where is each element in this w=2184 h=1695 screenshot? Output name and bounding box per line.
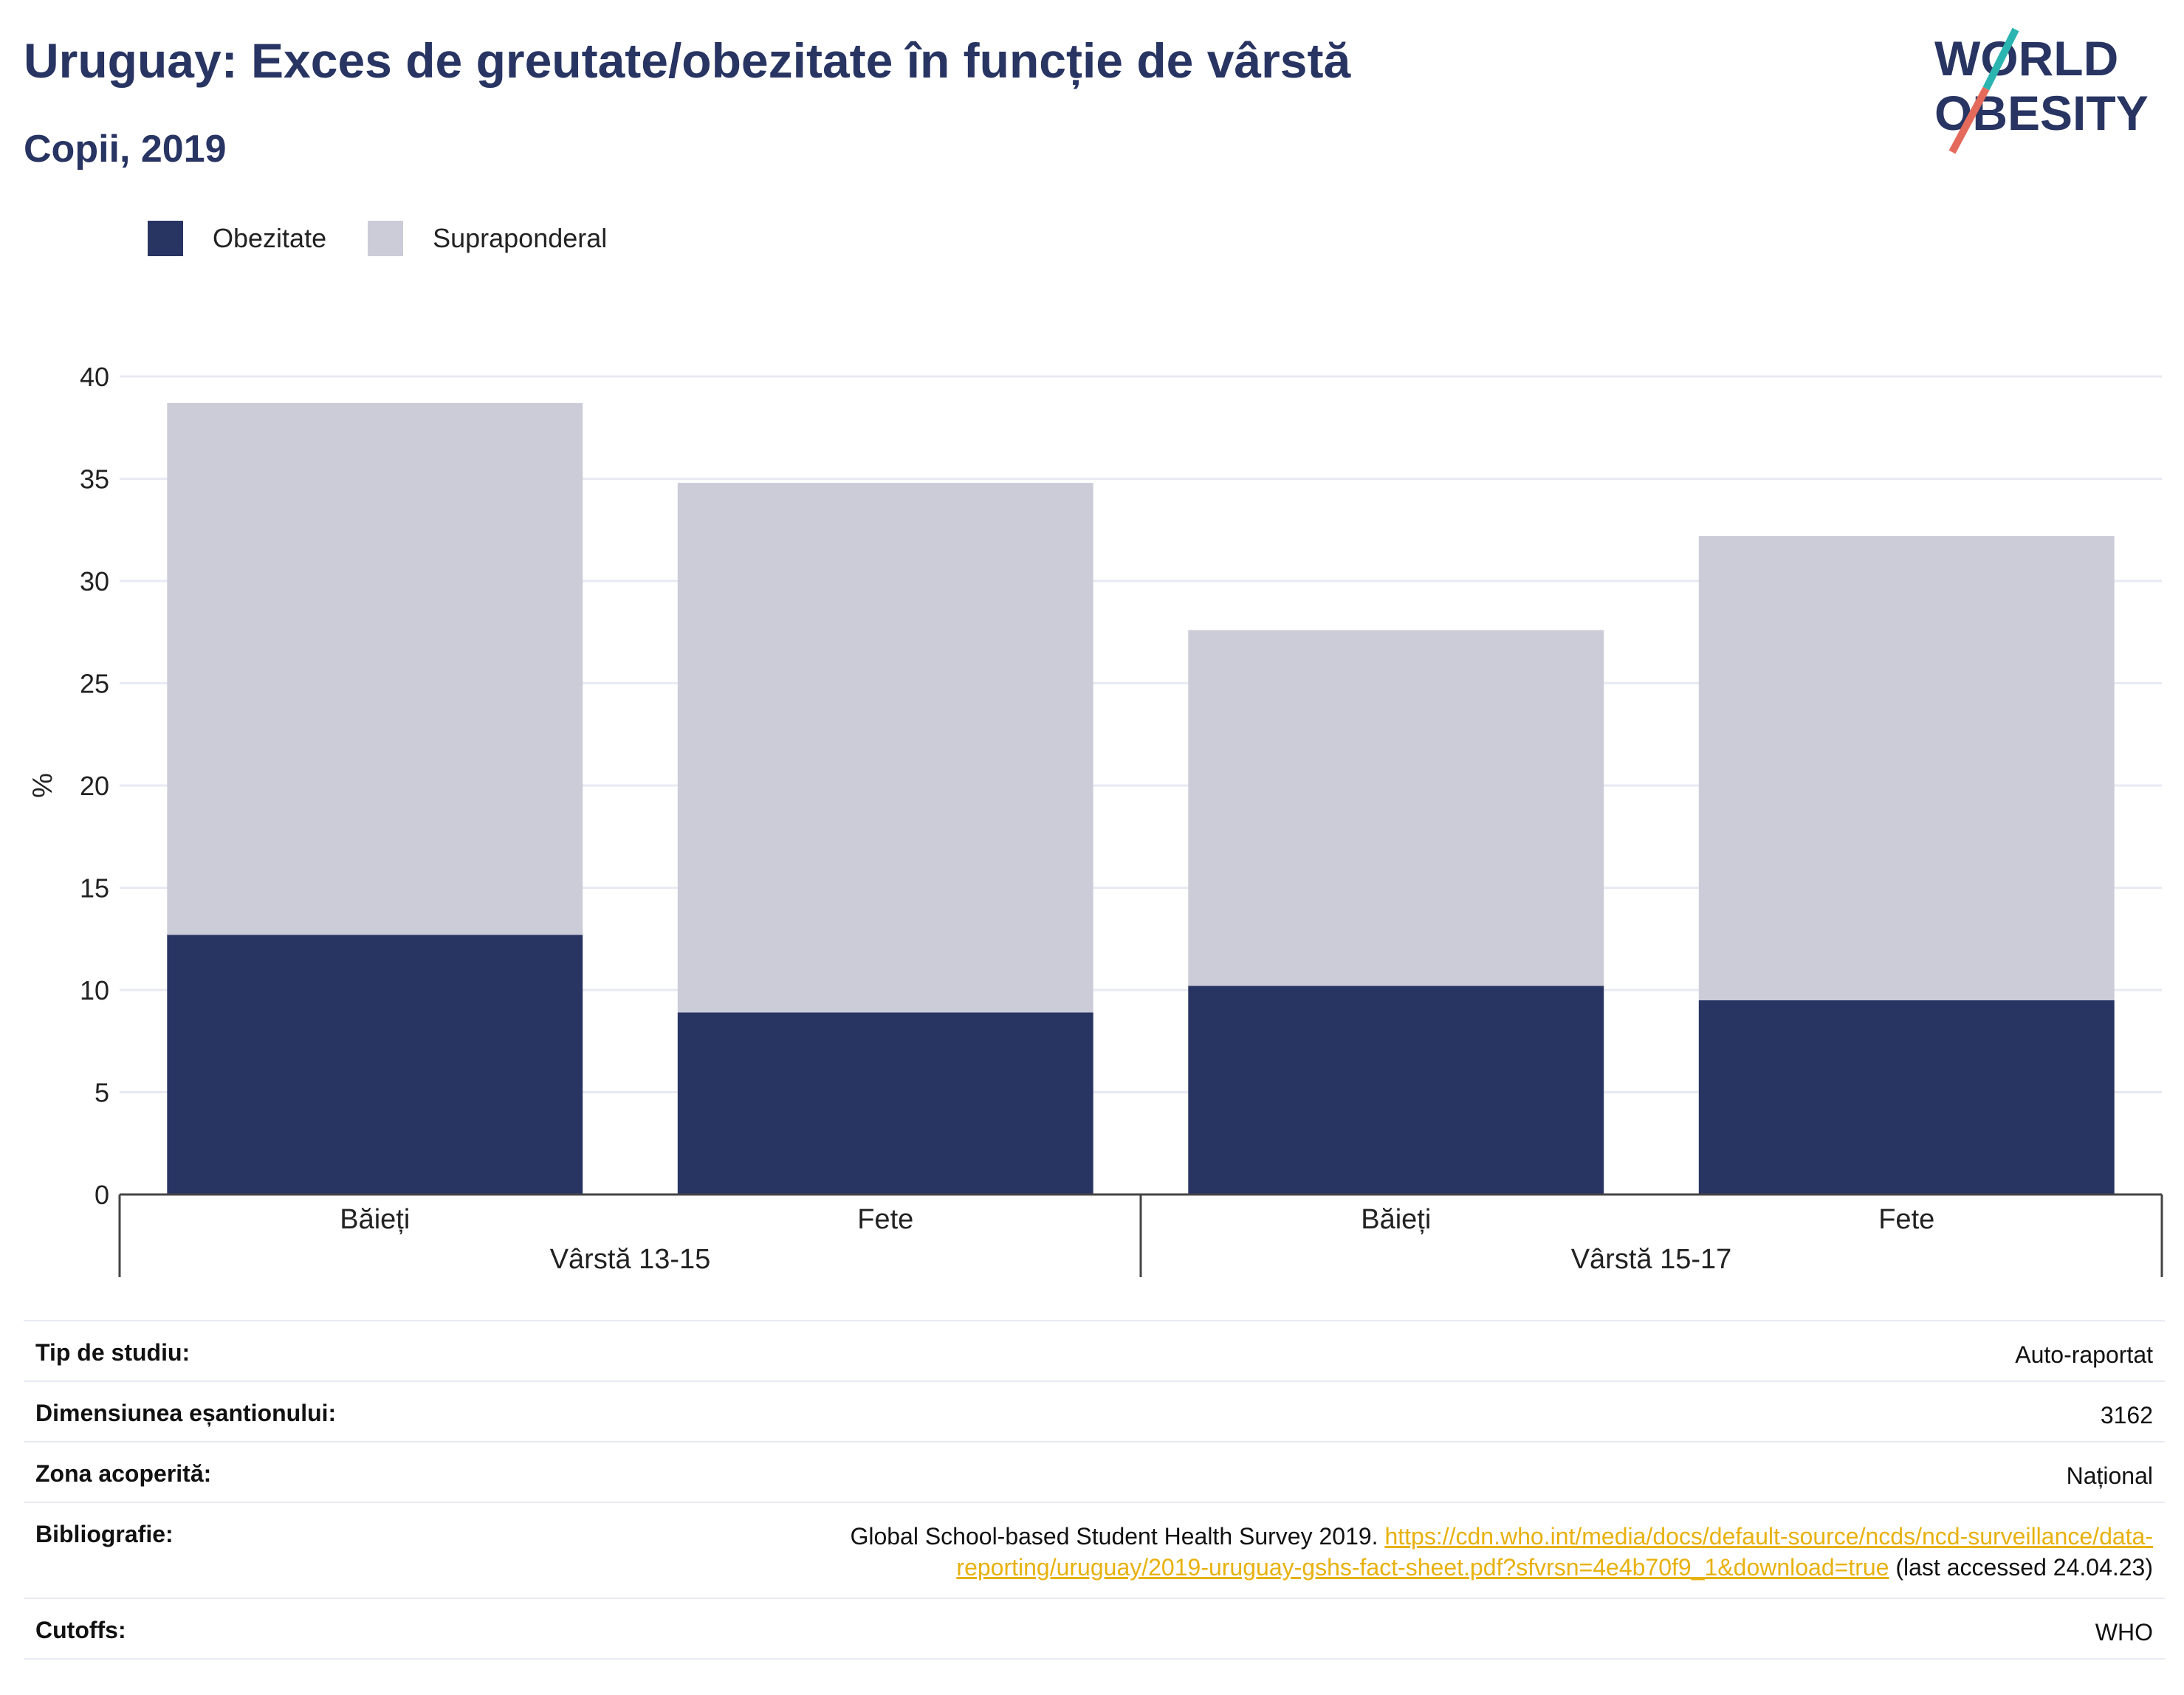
y-tick-label: 5 [95,1078,109,1108]
legend-label-overweight: Supraponderal [433,223,608,253]
bibliography-accessed: (last accessed 24.04.23) [1889,1554,2153,1581]
info-key: Tip de studiu: [24,1320,444,1381]
y-tick-label: 35 [80,464,109,495]
x-tick-label: Băieți [340,1204,410,1235]
legend-item-obesity: Obezitate [148,221,326,256]
x-tick-label: Fete [857,1204,913,1235]
info-table: Tip de studiu: Auto-raportat Dimensiunea… [24,1320,2165,1660]
info-key: Zona acoperită: [24,1441,444,1502]
y-tick-label: 10 [80,975,109,1005]
y-tick-label: 15 [80,873,109,904]
info-value: Național [444,1441,2165,1502]
y-axis-label: % [27,773,58,798]
world-obesity-logo: WORLD OBESITY [1934,27,2149,154]
bar-overweight [1698,536,2115,1000]
info-row-cutoffs: Cutoffs: WHO [24,1598,2165,1660]
info-key: Dimensiunea eșantionului: [24,1381,444,1442]
y-tick-label: 40 [80,362,109,392]
info-row-sample-size: Dimensiunea eșantionului: 3162 [24,1381,2165,1442]
x-tick-label: Fete [1878,1204,1934,1235]
info-row-bibliography: Bibliografie: Global School-based Studen… [24,1502,2165,1598]
bibliography-text: Global School-based Student Health Surve… [850,1523,1385,1550]
bibliography-link-part1[interactable]: https://cdn.who.int/media/docs/default-s… [1384,1523,2153,1550]
y-tick-label: 20 [80,771,109,801]
y-tick-label: 30 [80,566,109,596]
bar-obesity [677,1012,1093,1194]
info-value: Auto-raportat [444,1320,2165,1381]
info-row-area-covered: Zona acoperită: Național [24,1441,2165,1502]
info-value: 3162 [444,1381,2165,1442]
bar-obesity [1698,1000,2115,1194]
chart-subtitle: Copii, 2019 [24,128,227,171]
x-tick-label: Băieți [1361,1204,1431,1235]
info-value: WHO [444,1598,2165,1660]
bar-overweight [1188,630,1604,986]
legend-swatch-obesity [148,221,183,256]
bar-obesity [1188,986,1604,1194]
chart-title: Uruguay: Exces de greutate/obezitate în … [24,33,1351,88]
logo-line1: WORLD [1934,31,2118,86]
logo-slash-teal [1982,27,2019,91]
bibliography-link-part2[interactable]: reporting/uruguay/2019-uruguay-gshs-fact… [956,1554,1889,1581]
bar-obesity [167,935,583,1194]
legend-swatch-overweight [368,221,404,256]
logo-slash-red [1948,86,1990,154]
info-value: Global School-based Student Health Surve… [444,1502,2165,1598]
bar-overweight [677,483,1093,1013]
legend-item-overweight: Supraponderal [368,221,607,256]
group-label: Vârstă 15-17 [1571,1244,1732,1275]
info-row-study-type: Tip de studiu: Auto-raportat [24,1320,2165,1381]
y-tick-label: 25 [80,669,109,699]
info-key: Bibliografie: [24,1502,444,1598]
group-label: Vârstă 13-15 [550,1244,711,1275]
legend-label-obesity: Obezitate [213,223,327,253]
chart-legend: Obezitate Supraponderal [148,220,648,257]
y-tick-label: 0 [95,1180,109,1210]
stacked-bar-chart: 0 5 10 15 20 25 30 35 40% Băieți Fete Băieți Fete Vâr… [27,362,2163,1277]
bar-overweight [167,403,583,935]
info-key: Cutoffs: [24,1598,444,1660]
